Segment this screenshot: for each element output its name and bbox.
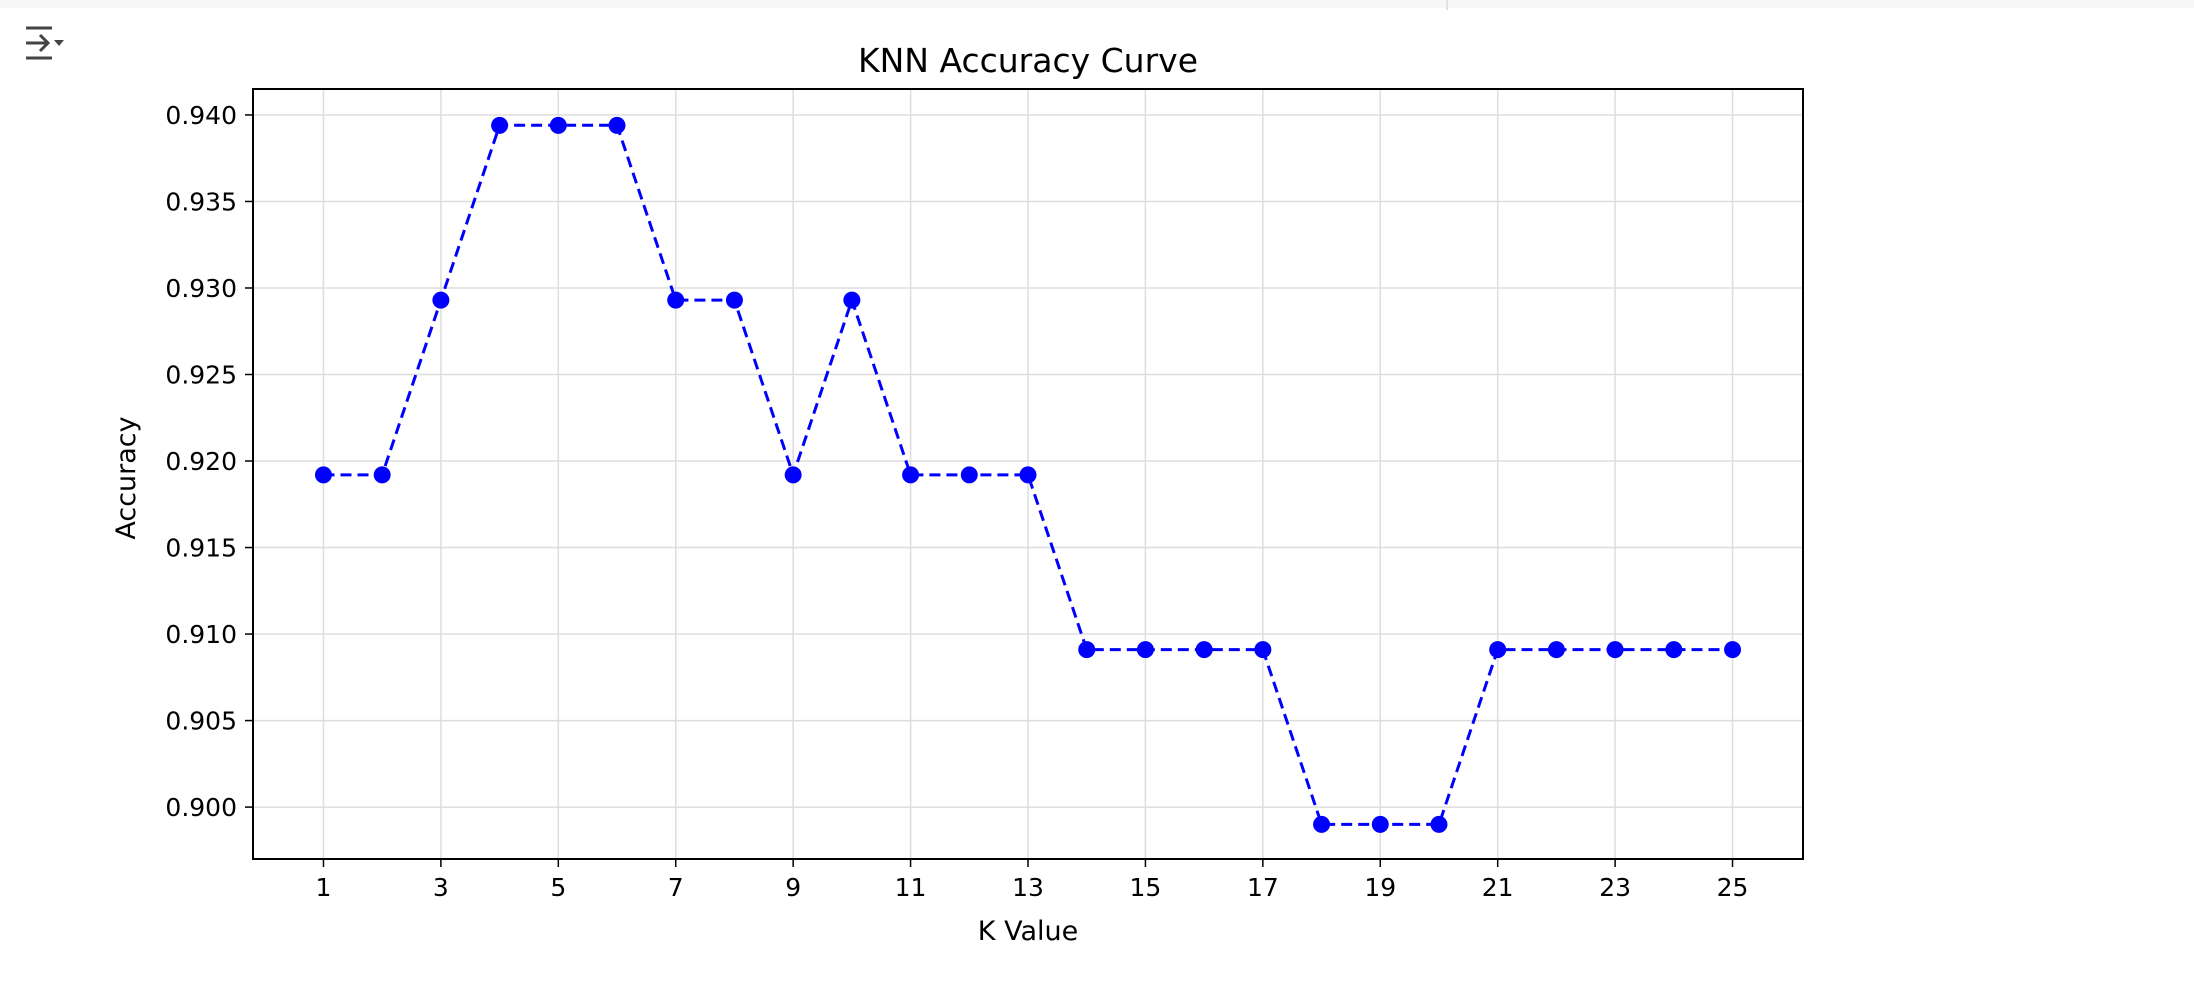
data-point bbox=[1078, 641, 1096, 659]
data-point bbox=[667, 291, 685, 309]
x-tick-label: 21 bbox=[1482, 873, 1514, 902]
x-axis-label: K Value bbox=[978, 916, 1078, 947]
x-tick-label: 7 bbox=[668, 873, 684, 902]
data-point bbox=[1313, 815, 1331, 833]
x-tick-label: 17 bbox=[1247, 873, 1279, 902]
y-tick-label: 0.905 bbox=[165, 707, 237, 736]
data-point bbox=[725, 291, 743, 309]
data-point bbox=[902, 466, 920, 484]
y-tick-label: 0.910 bbox=[165, 620, 237, 649]
data-point bbox=[1254, 641, 1272, 659]
data-point bbox=[608, 116, 626, 134]
panel-divider bbox=[1446, 0, 1448, 10]
notebook-top-strip bbox=[0, 0, 2194, 8]
x-tick-label: 1 bbox=[316, 873, 332, 902]
data-point bbox=[491, 116, 509, 134]
data-point bbox=[1195, 641, 1213, 659]
y-tick-label: 0.900 bbox=[165, 793, 237, 822]
x-tick-label: 19 bbox=[1364, 873, 1396, 902]
y-tick-label: 0.925 bbox=[165, 361, 237, 390]
data-point bbox=[1606, 641, 1624, 659]
data-point bbox=[960, 466, 978, 484]
x-tick-label: 5 bbox=[550, 873, 566, 902]
x-tick-label: 11 bbox=[895, 873, 927, 902]
data-point bbox=[1547, 641, 1565, 659]
y-tick-label: 0.915 bbox=[165, 534, 237, 563]
x-tick-label: 3 bbox=[433, 873, 449, 902]
y-tick-label: 0.920 bbox=[165, 447, 237, 476]
data-point bbox=[314, 466, 332, 484]
chart-title: KNN Accuracy Curve bbox=[858, 41, 1198, 80]
data-point bbox=[1019, 466, 1037, 484]
y-tick-label: 0.940 bbox=[165, 101, 237, 130]
data-point bbox=[1371, 815, 1389, 833]
data-point bbox=[784, 466, 802, 484]
data-point bbox=[549, 116, 567, 134]
data-point bbox=[373, 466, 391, 484]
y-axis-label: Accuracy bbox=[111, 416, 142, 539]
data-point bbox=[1724, 641, 1742, 659]
data-point bbox=[843, 291, 861, 309]
data-point bbox=[432, 291, 450, 309]
y-tick-label: 0.935 bbox=[165, 187, 237, 216]
x-tick-label: 23 bbox=[1599, 873, 1631, 902]
x-tick-label: 15 bbox=[1130, 873, 1162, 902]
x-tick-label: 25 bbox=[1717, 873, 1749, 902]
x-tick-label: 9 bbox=[785, 873, 801, 902]
data-point bbox=[1489, 641, 1507, 659]
y-tick-label: 0.930 bbox=[165, 274, 237, 303]
output-collapse-icon[interactable] bbox=[22, 24, 66, 64]
data-point bbox=[1430, 815, 1448, 833]
data-point bbox=[1136, 641, 1154, 659]
data-point bbox=[1665, 641, 1683, 659]
x-tick-label: 13 bbox=[1012, 873, 1044, 902]
